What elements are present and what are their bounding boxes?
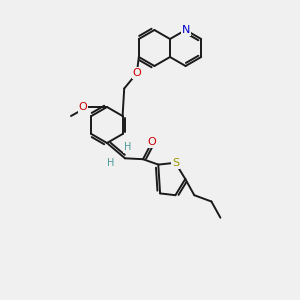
Text: O: O xyxy=(132,68,141,78)
Text: O: O xyxy=(79,102,88,112)
Text: N: N xyxy=(182,25,190,35)
Text: S: S xyxy=(172,158,179,168)
Text: H: H xyxy=(107,158,114,168)
Text: H: H xyxy=(124,142,131,152)
Text: O: O xyxy=(148,137,156,147)
